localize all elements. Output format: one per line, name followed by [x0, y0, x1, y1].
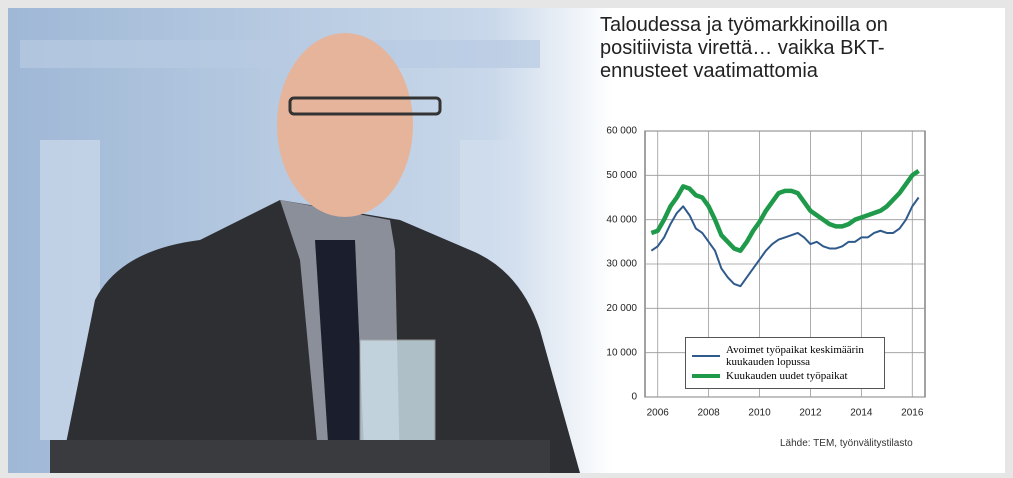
- y-tick-label: 40 000: [606, 214, 637, 225]
- y-tick-label: 20 000: [606, 303, 637, 314]
- legend-label: Kuukauden uudet työpaikat: [726, 370, 848, 382]
- x-tick-label: 2008: [698, 408, 721, 419]
- legend-item: Kuukauden uudet työpaikat: [692, 370, 878, 382]
- x-tick-label: 2016: [901, 408, 924, 419]
- legend: Avoimet työpaikat keskimäärin kuukauden …: [685, 337, 885, 389]
- y-tick-label: 0: [631, 392, 637, 403]
- page: 0 10 000 20 000 30 000 40 000 50 000 60 000 200…: [0, 0, 1013, 478]
- photo: [8, 8, 613, 473]
- source-note: Lähde: TEM, työnvälitystilasto: [780, 438, 913, 449]
- x-tick-label: 2014: [850, 408, 873, 419]
- legend-item: Avoimet työpaikat keskimäärin kuukauden …: [692, 344, 878, 368]
- y-tick-label: 30 000: [606, 259, 637, 270]
- chart-title: Taloudessa ja työmarkkinoilla on positii…: [600, 14, 950, 83]
- legend-swatch: [692, 355, 720, 357]
- y-tick-label: 60 000: [606, 126, 637, 137]
- x-tick-label: 2010: [748, 408, 771, 419]
- legend-label: Avoimet työpaikat keskimäärin kuukauden …: [726, 344, 878, 368]
- y-tick-label: 50 000: [606, 170, 637, 181]
- legend-swatch: [692, 374, 720, 379]
- x-tick-label: 2012: [799, 408, 822, 419]
- y-tick-label: 10 000: [606, 347, 637, 358]
- x-tick-label: 2006: [647, 408, 670, 419]
